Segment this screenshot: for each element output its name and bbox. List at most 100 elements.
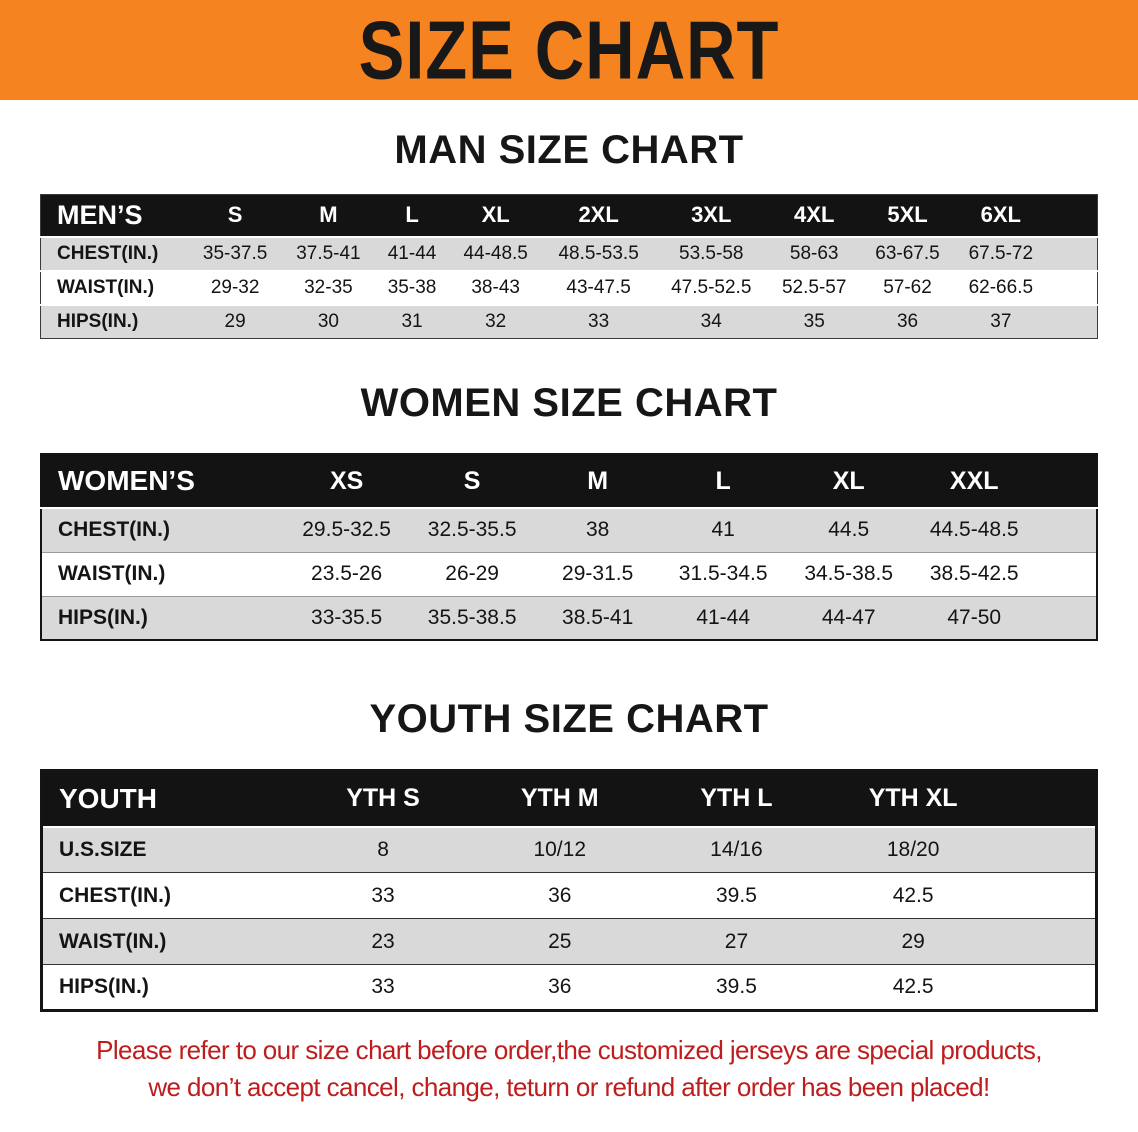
table-title-cell: MEN’S — [40, 194, 189, 237]
youth-section-heading: YOUTH SIZE CHART — [369, 697, 769, 741]
size-value: 41 — [711, 518, 735, 542]
table-row: HIPS(IN.) 33-35.5 35.5-38.5 38.5-41 41-44 44-… — [41, 596, 1097, 640]
spacer-cell — [1002, 827, 1097, 873]
spacer-cell — [1002, 965, 1097, 1011]
size-value: 32 — [485, 310, 507, 332]
table-row: HIPS(IN.) 29 30 31 32 33 34 35 36 37 — [40, 304, 1098, 339]
size-value: 29 — [224, 310, 246, 332]
spacer-cell — [1037, 508, 1097, 552]
men-section-heading: MAN SIZE CHART — [394, 128, 744, 172]
column-header: M — [281, 194, 376, 237]
table-row: CHEST(IN.) 33 36 39.5 42.5 — [41, 872, 1097, 919]
size-value: 38.5-41 — [562, 605, 634, 629]
row-label: WAIST(IN.) — [57, 276, 155, 298]
men-size-chart-section: MAN SIZE CHART MEN’S S M L XL 2XL 3XL 4XL 5XL 6XL… — [0, 126, 1138, 339]
size-value: 8 — [377, 837, 389, 861]
size-value: 44.5-48.5 — [929, 518, 1019, 542]
size-value: 35 — [803, 310, 825, 332]
youth-size-table: YOUTH YTH S YTH M YTH L YTH XL U.S.SIZE 8 10/12… — [40, 769, 1098, 1012]
column-header: 6XL — [954, 194, 1048, 237]
table-row: CHEST(IN.) 29.5-32.5 32.5-35.5 38 41 44.5 44.5… — [41, 508, 1097, 552]
size-value: 35-38 — [387, 276, 437, 298]
youth-size-chart-section: YOUTH SIZE CHART YOUTH YTH S YTH M YTH L YTH… — [0, 695, 1138, 1012]
spacer-cell — [1048, 237, 1098, 271]
size-value: 33 — [371, 883, 395, 907]
table-title-cell: YOUTH — [41, 770, 295, 827]
footer-notice: Please refer to our size chart before or… — [0, 1034, 1138, 1105]
spacer-cell — [1047, 194, 1098, 237]
table-row: WAIST(IN.) 23 25 27 29 — [41, 918, 1097, 965]
size-value: 26-29 — [445, 562, 499, 585]
column-header: XL — [449, 194, 543, 237]
size-value: 38 — [585, 518, 610, 542]
size-value: 34.5-38.5 — [804, 562, 894, 585]
size-value: 30 — [317, 310, 339, 332]
mens-size-table: MEN’S S M L XL 2XL 3XL 4XL 5XL 6XL CHEST(IN.) 35-37… — [40, 194, 1098, 339]
size-value: 47-50 — [947, 605, 1002, 629]
size-value: 32-35 — [304, 276, 353, 298]
table-title-cell: WOMEN’S — [41, 454, 284, 508]
row-label: CHEST(IN.) — [59, 883, 171, 907]
size-value: 67.5-72 — [968, 242, 1034, 264]
size-value: 31 — [401, 310, 423, 332]
size-value: 48.5-53.5 — [558, 242, 639, 264]
spacer-cell — [1001, 770, 1097, 827]
size-value: 36 — [548, 975, 572, 998]
size-value: 33 — [588, 310, 610, 332]
notice-line-1: Please refer to our size chart before or… — [96, 1035, 1042, 1065]
womens-size-table: WOMEN’S XS S M L XL XXL CHEST(IN.) 29.5-32.5 32.5… — [40, 453, 1098, 641]
size-value: 36 — [896, 310, 919, 332]
table-row: WAIST(IN.) 29-32 32-35 35-38 38-43 43-47.5 47.… — [40, 270, 1098, 305]
size-value: 35.5-38.5 — [427, 605, 517, 629]
size-value: 25 — [548, 929, 572, 953]
size-value: 52.5-57 — [781, 276, 847, 298]
size-value: 18/20 — [886, 837, 940, 861]
row-label: HIPS(IN.) — [58, 605, 148, 629]
size-value: 29-32 — [210, 276, 260, 298]
column-header: XXL — [911, 454, 1037, 508]
size-value: 23 — [371, 929, 395, 953]
size-value: 35-37.5 — [202, 242, 268, 264]
table-header-row: YOUTH YTH S YTH M YTH L YTH XL — [41, 770, 1097, 827]
banner: SIZE CHART — [0, 0, 1138, 100]
table-row: U.S.SIZE 8 10/12 14/16 18/20 — [41, 826, 1097, 873]
column-header: YTH XL — [824, 770, 1002, 827]
size-value: 41-44 — [696, 605, 751, 629]
spacer-cell — [1002, 873, 1097, 919]
spacer-cell — [1037, 454, 1097, 508]
row-label: WAIST(IN.) — [58, 562, 166, 585]
column-header: S — [188, 194, 282, 237]
size-value: 42.5 — [892, 883, 934, 907]
column-header: XL — [785, 454, 912, 508]
table-row: HIPS(IN.) 33 36 39.5 42.5 — [41, 964, 1097, 1011]
size-value: 29 — [901, 929, 925, 953]
spacer-cell — [1002, 919, 1097, 965]
row-label: CHEST(IN.) — [58, 518, 170, 542]
size-value: 23.5-26 — [311, 562, 383, 585]
size-value: 33 — [371, 975, 395, 998]
size-value: 10/12 — [533, 837, 587, 861]
size-value: 44.5 — [828, 518, 870, 542]
column-header: M — [534, 454, 661, 508]
spacer-cell — [1037, 596, 1097, 640]
size-value: 33-35.5 — [311, 605, 383, 629]
size-value: 39.5 — [716, 975, 757, 998]
row-label: U.S.SIZE — [59, 837, 147, 861]
size-value: 42.5 — [892, 975, 934, 998]
size-value: 41-44 — [387, 242, 437, 264]
column-header: L — [660, 454, 786, 508]
women-section-heading: WOMEN SIZE CHART — [360, 381, 778, 425]
spacer-cell — [1048, 305, 1098, 339]
column-header: S — [409, 454, 535, 508]
column-header: 3XL — [654, 194, 768, 237]
size-value: 37 — [990, 310, 1012, 332]
table-header-row: WOMEN’S XS S M L XL XXL — [41, 454, 1097, 508]
column-header: 2XL — [542, 194, 655, 237]
spacer-cell — [1037, 552, 1097, 596]
row-label: HIPS(IN.) — [57, 310, 139, 332]
size-value: 29-31.5 — [562, 562, 634, 585]
notice-line-2: we don’t accept cancel, change, teturn o… — [148, 1071, 990, 1102]
size-value: 36 — [548, 883, 572, 907]
size-value: 34 — [700, 310, 722, 332]
size-value: 57-62 — [883, 276, 932, 298]
